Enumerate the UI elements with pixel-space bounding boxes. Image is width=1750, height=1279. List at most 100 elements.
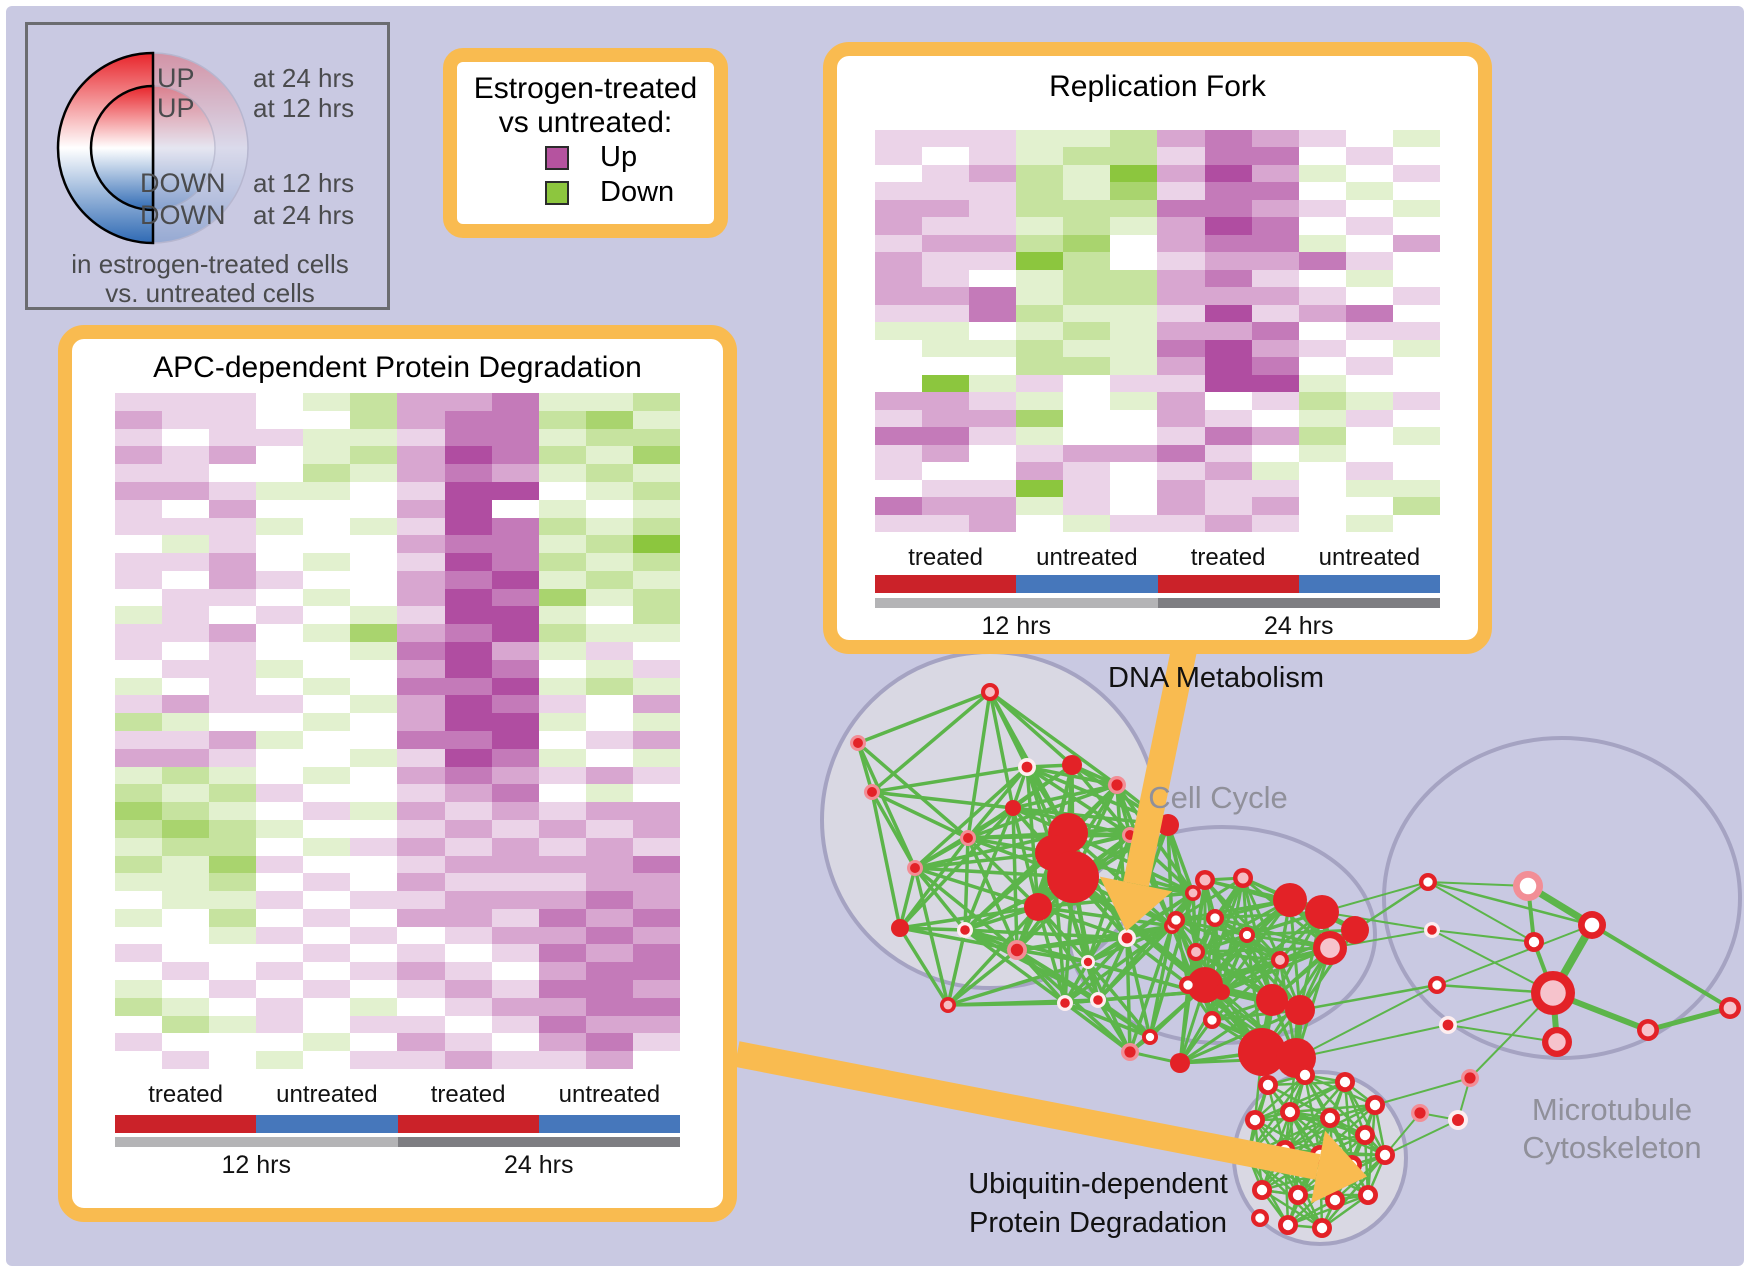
- heatmap-cell: [397, 908, 445, 927]
- heatmap-cell: [1157, 182, 1205, 200]
- heatmap-cell: [585, 1015, 633, 1034]
- heatmap-cell: [922, 252, 970, 270]
- heatmap-cell: [585, 891, 633, 909]
- heatmap-cell: [162, 997, 210, 1016]
- heatmap-cell: [1110, 357, 1158, 375]
- heatmap-cell: [632, 1033, 680, 1052]
- network-edge: [1241, 877, 1282, 961]
- network-edge: [898, 806, 1015, 930]
- heatmap-cell: [969, 287, 1017, 305]
- heatmap-cell: [632, 1051, 680, 1069]
- heatmap-cell: [538, 873, 586, 892]
- heatmap-cell: [1345, 199, 1393, 218]
- time-bar-24hrs: [1157, 598, 1440, 608]
- heatmap-cell: [397, 962, 445, 981]
- heatmap-cell: [1110, 322, 1158, 340]
- heatmap-cell: [256, 962, 304, 981]
- heatmap-cell: [162, 570, 210, 589]
- heatmap-cell: [875, 147, 923, 165]
- heatmap-cell: [209, 1051, 257, 1069]
- heatmap-cell: [585, 446, 633, 465]
- heatmap-cell: [969, 409, 1017, 428]
- heatmap-cell: [397, 713, 445, 731]
- heatmap-cell: [538, 962, 586, 981]
- heatmap-cell: [1016, 234, 1064, 253]
- heatmap-cell: [922, 147, 970, 165]
- heatmap-cell: [1110, 234, 1158, 253]
- heatmap-cell: [922, 514, 970, 532]
- heatmap-cell: [115, 855, 163, 874]
- rf-group-label: treated: [908, 544, 983, 571]
- network-edge: [946, 905, 1040, 1007]
- heatmap-cell: [397, 873, 445, 892]
- heatmap-cell: [922, 497, 970, 515]
- heatmap-cell: [256, 588, 304, 607]
- network-node-core: [1282, 1219, 1294, 1231]
- heatmap-cell: [350, 446, 398, 465]
- heatmap-cell: [209, 624, 257, 643]
- network-edge: [1178, 984, 1190, 1064]
- heatmap-cell: [162, 819, 210, 838]
- heatmap-cell: [491, 837, 539, 856]
- heatmap-cell: [922, 234, 970, 253]
- network-node-core: [943, 1000, 953, 1010]
- heatmap-cell: [1298, 164, 1346, 183]
- heatmap-cell: [969, 322, 1017, 340]
- heatmap-cell: [491, 481, 539, 500]
- annotation-arrow-stem: [734, 1041, 1321, 1180]
- heatmap-cell: [538, 464, 586, 482]
- heatmap-cell: [1063, 427, 1111, 445]
- heatmap-cell: [632, 962, 680, 981]
- network-edge: [870, 690, 992, 794]
- heatmap-cell: [350, 837, 398, 856]
- heatmap-cell: [922, 182, 970, 200]
- heatmap-cell: [162, 553, 210, 571]
- heatmap-cell: [444, 819, 492, 838]
- heatmap-cell: [1392, 217, 1440, 235]
- heatmap-cell: [632, 481, 680, 500]
- rf-group-label: untreated: [1318, 544, 1421, 571]
- heatmap-cell: [115, 802, 163, 820]
- heatmap-cell: [1016, 182, 1064, 200]
- network-edge: [1213, 917, 1274, 1001]
- heatmap-cell: [350, 997, 398, 1016]
- heatmap-cell: [256, 1051, 304, 1069]
- heatmap-cell: [969, 479, 1017, 498]
- heatmap-cell: [1345, 269, 1393, 288]
- network-node-core: [1464, 1072, 1476, 1084]
- heatmap-cell: [1157, 357, 1205, 375]
- heatmap-cell: [397, 677, 445, 696]
- heatmap-cell: [538, 926, 586, 945]
- heatmap-cell: [1204, 164, 1252, 183]
- heatmap-cell: [1251, 339, 1299, 358]
- heatmap-cell: [491, 499, 539, 518]
- heatmap-cell: [350, 553, 398, 571]
- heatmap-cell: [491, 535, 539, 554]
- heatmap-cell: [256, 499, 304, 518]
- heatmap-cell: [1016, 252, 1064, 270]
- heatmap-cell: [538, 517, 586, 536]
- heatmap-cell: [115, 393, 163, 411]
- heatmap-cell: [350, 659, 398, 678]
- network-node-core: [1237, 872, 1249, 884]
- heatmap-cell: [922, 409, 970, 428]
- network-node-core: [1548, 1033, 1566, 1051]
- heatmap-cell: [1392, 497, 1440, 515]
- heatmap-cell: [303, 784, 351, 803]
- heatmap-cell: [969, 514, 1017, 532]
- heatmap-cell: [491, 642, 539, 660]
- heatmap-cell: [303, 731, 351, 749]
- ring-caption-line2: vs. untreated cells: [105, 278, 315, 307]
- heatmap-cell: [303, 446, 351, 465]
- network-node: [1273, 883, 1307, 917]
- heatmap-cell: [350, 731, 398, 749]
- heatmap-cell: [1345, 462, 1393, 480]
- heatmap-cell: [632, 570, 680, 589]
- apc-condition-bars: [115, 1115, 680, 1133]
- heatmap-cell: [1298, 304, 1346, 323]
- network-edge: [1026, 765, 1131, 837]
- network-node-core: [1093, 995, 1103, 1005]
- heatmap-cell: [303, 802, 351, 820]
- heatmap-cell: [538, 695, 586, 714]
